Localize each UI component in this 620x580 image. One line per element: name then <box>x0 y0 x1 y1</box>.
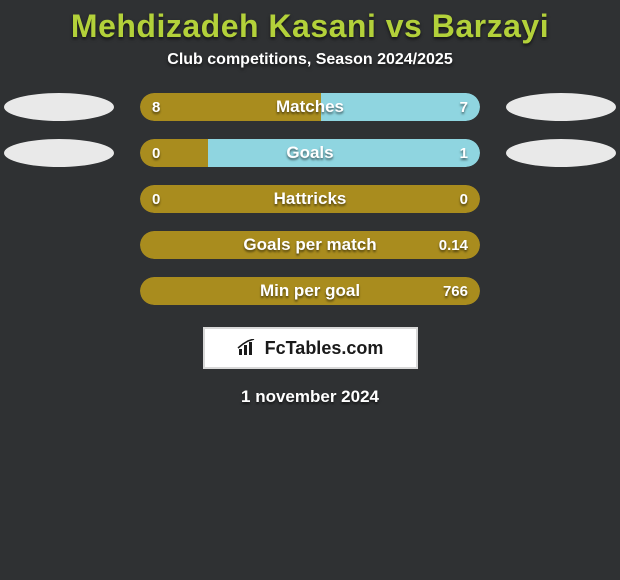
player-left-ellipse <box>4 93 114 121</box>
stat-bar: 01Goals <box>140 139 480 167</box>
date-label: 1 november 2024 <box>0 387 620 407</box>
page-title: Mehdizadeh Kasani vs Barzayi <box>0 0 620 45</box>
source-logo-text: FcTables.com <box>265 338 384 359</box>
stat-bar: 87Matches <box>140 93 480 121</box>
stat-bars: 87Matches 01Goals 00Hattricks 0.14Goals per… <box>0 93 620 305</box>
stat-row: 01Goals <box>0 139 620 167</box>
stat-bar: 0.14Goals per match <box>140 231 480 259</box>
stat-row: 766Min per goal <box>0 277 620 305</box>
bar-seg-full <box>140 185 480 213</box>
bar-seg-left <box>140 139 208 167</box>
subtitle: Club competitions, Season 2024/2025 <box>0 51 620 69</box>
bar-seg-right <box>208 139 480 167</box>
stat-row: 0.14Goals per match <box>0 231 620 259</box>
stat-bar: 766Min per goal <box>140 277 480 305</box>
player-right-ellipse <box>506 93 616 121</box>
stat-row: 87Matches <box>0 93 620 121</box>
comparison-infographic: Mehdizadeh Kasani vs Barzayi Club compet… <box>0 0 620 580</box>
player-right-ellipse <box>506 139 616 167</box>
bar-seg-right <box>321 93 480 121</box>
bar-seg-full <box>140 277 480 305</box>
player-left-ellipse <box>4 139 114 167</box>
bar-seg-full <box>140 231 480 259</box>
stat-bar: 00Hattricks <box>140 185 480 213</box>
source-logo: FcTables.com <box>203 327 418 369</box>
bar-seg-left <box>140 93 321 121</box>
bar-chart-icon <box>237 339 259 357</box>
stat-row: 00Hattricks <box>0 185 620 213</box>
